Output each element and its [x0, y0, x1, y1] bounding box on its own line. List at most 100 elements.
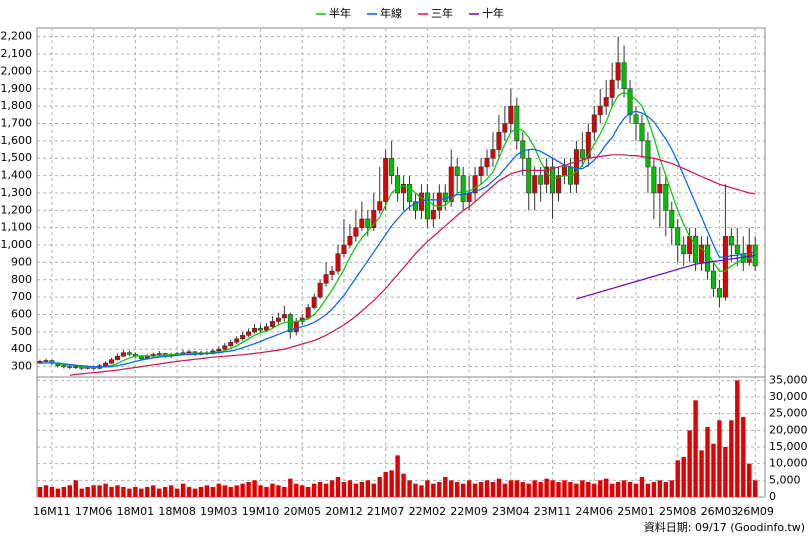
candle-body — [496, 131, 502, 150]
candle-body — [681, 244, 687, 255]
volume-bar — [657, 480, 663, 497]
volume-bar — [151, 485, 156, 497]
volume-bar — [228, 487, 233, 497]
volume-bar — [365, 480, 370, 497]
volume-bar — [472, 483, 478, 497]
candle-body — [281, 314, 287, 319]
y-tick-label: 700 — [11, 290, 32, 303]
x-tick-label: 26M09 — [736, 505, 774, 518]
volume-bar — [681, 457, 686, 497]
volume-bar — [210, 487, 216, 497]
candle-body — [120, 352, 126, 357]
volume-bar — [717, 420, 722, 497]
volume-bar — [157, 488, 162, 497]
volume-bar — [353, 483, 359, 497]
y-tick-label: 2,200 — [1, 30, 33, 43]
candle-body — [663, 183, 669, 211]
volume-bar — [675, 460, 680, 497]
volume-bar — [139, 488, 144, 497]
x-tick-label: 20M12 — [325, 505, 363, 518]
volume-bar — [43, 485, 49, 497]
candle-body — [705, 244, 711, 272]
candle-body — [597, 105, 603, 116]
volume-bar — [276, 485, 281, 497]
candle-body — [740, 253, 746, 263]
volume-bar — [508, 480, 514, 497]
candle-body — [275, 317, 281, 322]
volume-bar — [747, 463, 752, 497]
volume-panel — [36, 376, 766, 498]
candle-body — [645, 140, 651, 168]
legend-label: 年線 — [380, 6, 402, 20]
candle-body — [311, 296, 317, 308]
volume-bar — [389, 470, 394, 497]
volume-bar — [437, 482, 442, 497]
volume-bar — [687, 430, 692, 497]
volume-bar — [121, 487, 126, 497]
candle-body — [573, 149, 579, 185]
volume-bar — [592, 483, 597, 497]
x-tick-label: 22M09 — [450, 505, 488, 518]
y-tick-label: 1,800 — [1, 99, 33, 112]
ma-line — [39, 91, 756, 369]
candle-body — [508, 105, 514, 124]
volume-bar — [455, 482, 460, 497]
volume-bar — [621, 480, 627, 497]
volume-bar — [168, 485, 174, 497]
candle-body — [609, 79, 615, 98]
candle-body — [591, 114, 597, 133]
volume-bar — [73, 480, 78, 497]
volume-bar — [359, 482, 365, 497]
volume-bar — [419, 485, 424, 497]
y-tick-label: 300 — [11, 360, 32, 373]
volume-bar — [460, 483, 466, 497]
volume-bar — [186, 487, 192, 497]
volume-bar — [192, 488, 198, 497]
candle-body — [186, 351, 192, 354]
volume-bar — [306, 487, 311, 497]
volume-bar — [317, 482, 323, 497]
y-tick-label: 800 — [11, 273, 32, 286]
candle-body — [234, 338, 240, 343]
x-tick-label: 24M06 — [576, 505, 614, 518]
candle-body — [353, 227, 359, 237]
candle-body — [556, 175, 562, 194]
volume-bar — [580, 480, 585, 497]
volume-bar — [413, 483, 418, 497]
legend-label: 十年 — [482, 6, 504, 20]
y-tick-label: 30,000 — [769, 390, 808, 403]
candle-body — [359, 218, 365, 228]
candle-body — [269, 321, 275, 327]
candle-body — [347, 236, 353, 246]
candle-body — [490, 149, 496, 159]
candle-body — [651, 166, 657, 194]
volume-bar — [496, 478, 502, 497]
volume-bar — [443, 477, 448, 497]
volume-bar — [609, 483, 615, 497]
candle-body — [228, 341, 234, 347]
volume-bar — [431, 483, 436, 497]
candle-body — [466, 192, 472, 202]
volume-bar — [347, 480, 353, 497]
volume-bar — [288, 478, 293, 497]
volume-bar — [240, 483, 245, 497]
candle-body — [293, 321, 299, 333]
candle-body — [371, 210, 377, 228]
volume-bar — [574, 483, 579, 497]
candle-body — [109, 359, 115, 364]
volume-bar — [627, 482, 633, 497]
volume-bar — [633, 483, 639, 497]
candle-body — [73, 366, 79, 368]
candle-body — [633, 114, 639, 124]
volume-bar — [55, 488, 61, 497]
candle-body — [734, 244, 740, 255]
volume-bar — [651, 482, 657, 497]
candle-body — [258, 328, 264, 331]
volume-bar — [371, 483, 376, 497]
volume-bar — [449, 480, 454, 497]
x-tick-label: 16M11 — [33, 505, 71, 518]
volume-bar — [598, 480, 603, 497]
volume-bar — [258, 485, 263, 497]
